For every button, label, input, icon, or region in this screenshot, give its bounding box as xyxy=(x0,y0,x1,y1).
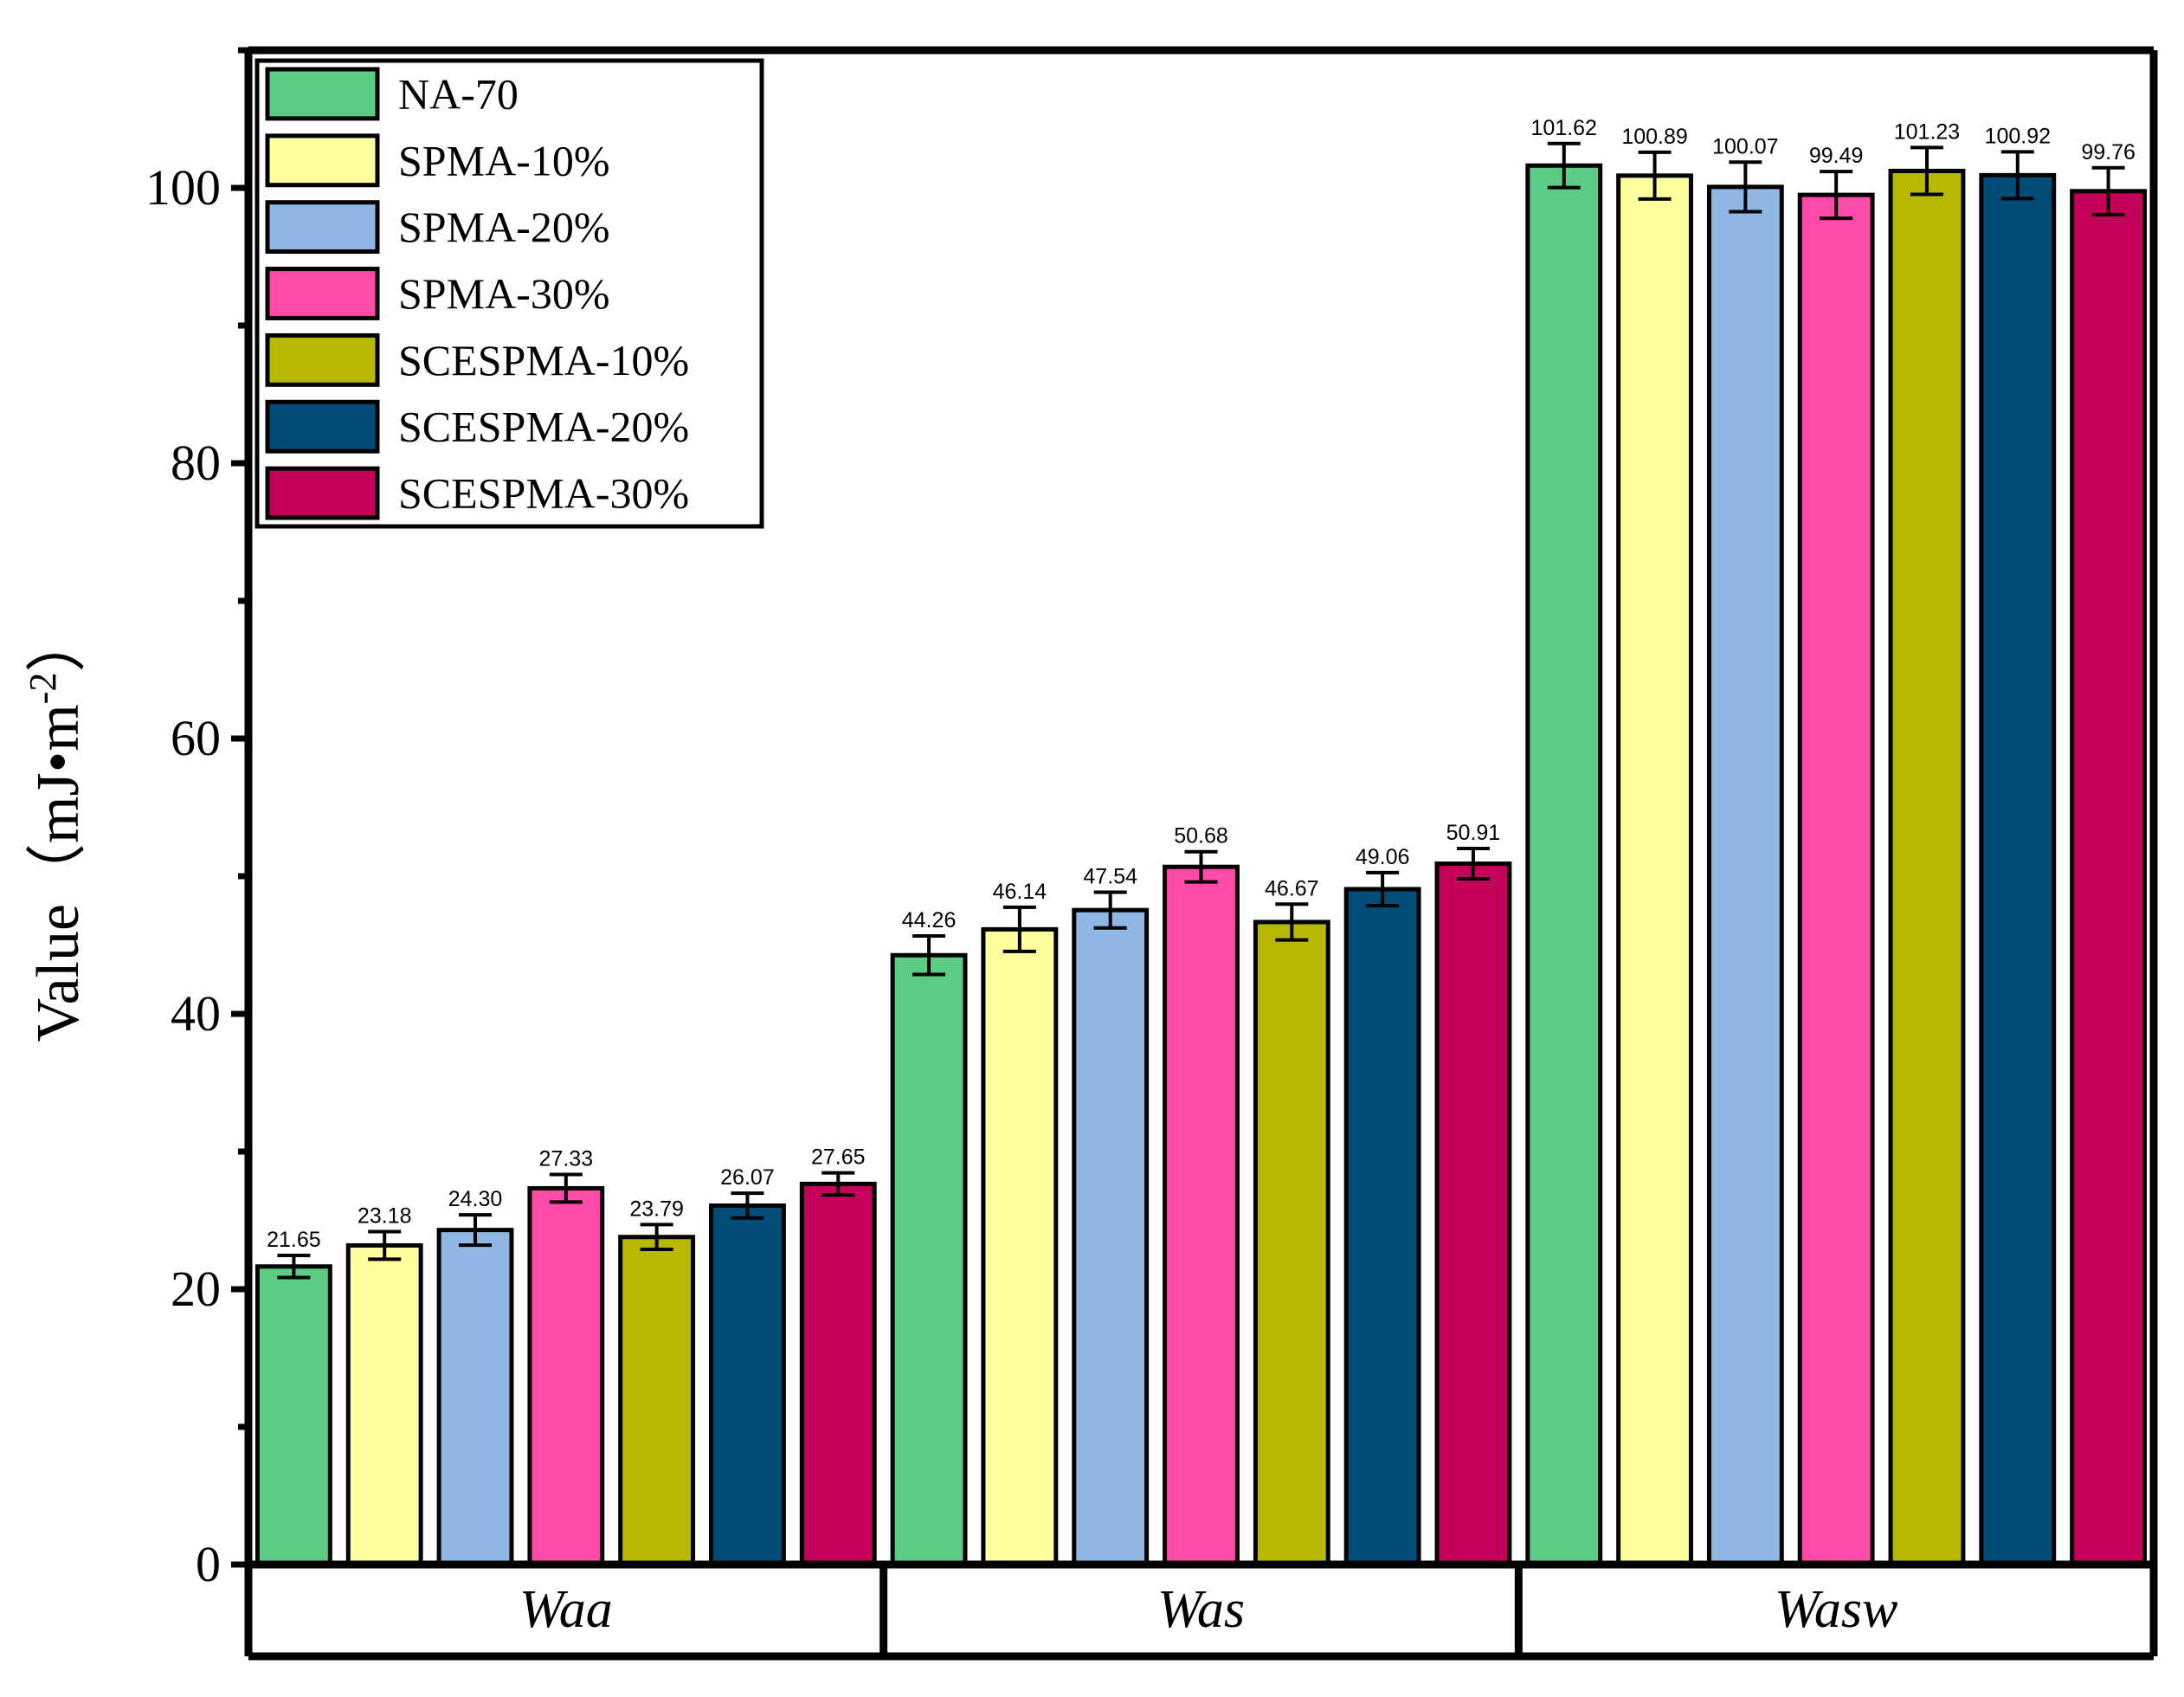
bar-SCESPMA-10%-Waa xyxy=(618,1235,696,1567)
y-axis-label: Value（mJ•m-2） xyxy=(22,612,92,1042)
y-axis-label-close: ） xyxy=(25,612,92,673)
value-label: 50.68 xyxy=(1174,824,1228,848)
bar-SPMA-10%-Was xyxy=(981,926,1059,1567)
legend-label-SCESPMA-10%: SCESPMA-10% xyxy=(398,336,689,384)
value-label: 100.92 xyxy=(1985,124,2051,148)
legend-label-SCESPMA-20%: SCESPMA-20% xyxy=(398,403,689,451)
value-label: 21.65 xyxy=(267,1228,321,1252)
value-label: 47.54 xyxy=(1083,864,1137,888)
value-label: 99.76 xyxy=(2081,140,2136,165)
legend-swatch-SPMA-30% xyxy=(265,267,380,320)
value-label: 100.07 xyxy=(1712,134,1778,158)
value-label: 99.49 xyxy=(1809,144,1864,168)
legend-swatch-SPMA-10% xyxy=(265,133,380,188)
legend-label-SPMA-30%: SPMA-30% xyxy=(398,269,609,318)
bar-SCESPMA-20%-Wasw xyxy=(1979,172,2057,1567)
bar-SCESPMA-30%-Waa xyxy=(799,1181,877,1567)
legend-label-SPMA-20%: SPMA-20% xyxy=(398,203,609,251)
legend-swatch-SCESPMA-10% xyxy=(265,332,380,387)
bar-SCESPMA-10%-Was xyxy=(1253,919,1330,1567)
bar-SPMA-20%-Waa xyxy=(436,1228,514,1567)
value-label: 24.30 xyxy=(448,1187,503,1211)
value-label: 27.65 xyxy=(811,1145,866,1170)
legend-swatch-NA-70 xyxy=(265,67,380,121)
y-axis-label-superscript: -2 xyxy=(22,673,64,705)
value-label: 101.23 xyxy=(1894,119,1960,144)
bar-SPMA-30%-Waa xyxy=(527,1185,605,1567)
y-axis-label-main: Value（mJ•m xyxy=(25,704,92,1042)
legend-label-NA-70: NA-70 xyxy=(398,69,519,118)
legend-swatch-SPMA-20% xyxy=(265,200,380,255)
bar-SCESPMA-30%-Wasw xyxy=(2070,189,2148,1567)
bar-NA-70-Was xyxy=(890,952,968,1567)
legend-label-SPMA-10%: SPMA-10% xyxy=(398,136,609,184)
bar-SCESPMA-20%-Was xyxy=(1343,887,1421,1567)
category-label-Waa: Waa xyxy=(519,1580,613,1639)
y-tick-label: 0 xyxy=(196,1536,221,1592)
y-tick-label: 60 xyxy=(171,710,221,766)
y-tick-label: 20 xyxy=(171,1261,221,1317)
value-label: 46.14 xyxy=(993,880,1047,904)
bar-SPMA-10%-Wasw xyxy=(1616,173,1693,1567)
legend-swatch-SCESPMA-20% xyxy=(265,399,380,454)
value-label: 27.33 xyxy=(539,1147,594,1171)
value-label: 49.06 xyxy=(1356,845,1410,869)
bar-NA-70-Wasw xyxy=(1525,163,1603,1567)
value-label: 101.62 xyxy=(1531,116,1597,140)
bar-SPMA-30%-Was xyxy=(1163,864,1240,1567)
category-label-Wasw: Wasw xyxy=(1775,1580,1897,1639)
y-tick-label: 40 xyxy=(171,985,221,1042)
axes-layer: 0 20 40 60 80 100 Waa Was Wasw xyxy=(145,46,2158,1661)
y-tick-label: 100 xyxy=(145,159,221,216)
bar-SCESPMA-20%-Waa xyxy=(709,1203,786,1567)
bar-SCESPMA-10%-Wasw xyxy=(1888,168,1966,1567)
bar-SPMA-20%-Was xyxy=(1072,907,1150,1567)
bars-layer xyxy=(254,141,2148,1567)
value-label: 50.91 xyxy=(1446,821,1501,845)
value-label: 44.26 xyxy=(902,908,957,932)
category-label-Was: Was xyxy=(1157,1580,1245,1639)
value-labels-layer: 21.65 44.26 101.62 23.18 46.14 100.89 24.30 47.… xyxy=(267,116,2136,1252)
y-tick-label: 80 xyxy=(171,435,221,491)
bar-SCESPMA-30%-Was xyxy=(1434,861,1512,1567)
value-label: 46.67 xyxy=(1265,876,1319,900)
value-label: 100.89 xyxy=(1621,125,1687,149)
bar-SPMA-20%-Wasw xyxy=(1706,184,1784,1567)
value-label: 23.79 xyxy=(629,1197,684,1221)
bar-NA-70-Waa xyxy=(254,1264,332,1567)
legend: NA-70 SPMA-10% SPMA-20% SPMA-30% SCESPMA-10%… xyxy=(254,58,764,529)
legend-swatch-SCESPMA-30% xyxy=(265,466,380,520)
value-label: 23.18 xyxy=(358,1204,412,1229)
value-label: 26.07 xyxy=(720,1165,775,1190)
bar-SPMA-10%-Waa xyxy=(345,1242,423,1567)
legend-label-SCESPMA-30%: SCESPMA-30% xyxy=(398,469,689,518)
bar-SPMA-30%-Wasw xyxy=(1797,192,1875,1567)
